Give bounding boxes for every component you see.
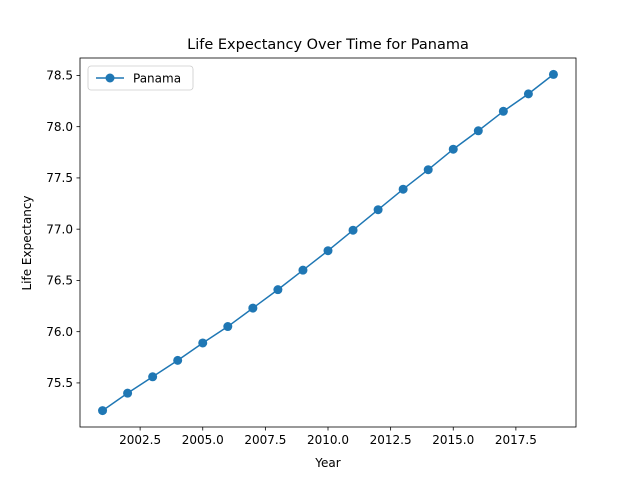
legend-marker	[105, 73, 115, 83]
legend-box	[87, 65, 194, 91]
y-tick-label: 76.5	[46, 274, 73, 288]
data-point	[98, 406, 108, 416]
x-tick-label: 2010.0	[307, 433, 349, 447]
legend-label: Panama	[133, 72, 181, 86]
x-tick-label: 2002.5	[119, 433, 161, 447]
data-point	[423, 165, 433, 175]
x-tick-label: 2005.0	[182, 433, 224, 447]
y-tick-label: 78.0	[46, 120, 73, 134]
data-point	[123, 388, 133, 398]
data-point	[473, 126, 483, 136]
data-point	[248, 303, 258, 313]
data-point	[273, 285, 283, 295]
data-point	[148, 372, 158, 382]
data-point	[448, 144, 458, 154]
data-point	[373, 205, 383, 215]
y-tick-label: 76.0	[46, 325, 73, 339]
data-point	[548, 69, 558, 79]
x-tick-label: 2015.0	[432, 433, 474, 447]
y-tick-label: 78.5	[46, 69, 73, 83]
chart-title: Life Expectancy Over Time for Panama	[187, 37, 469, 53]
y-tick-label: 77.0	[46, 222, 73, 236]
data-point	[298, 265, 308, 275]
plot-area: 2002.5 2005.0 2007.5 2010.0 2012.5 2015.0 2017…	[46, 57, 577, 447]
data-point	[173, 355, 183, 365]
data-point	[323, 246, 333, 256]
data-point	[398, 184, 408, 194]
data-point	[198, 338, 208, 348]
y-tick-label: 77.5	[46, 171, 73, 185]
y-tick-label: 75.5	[46, 376, 73, 390]
data-point	[223, 322, 233, 332]
x-tick-label: 2012.5	[370, 433, 412, 447]
x-tick-label: 2017.5	[495, 433, 537, 447]
data-point	[523, 89, 533, 99]
x-tick-label: 2007.5	[244, 433, 286, 447]
y-axis-title: Life Expectancy	[20, 195, 34, 290]
data-point	[498, 106, 508, 116]
data-point	[348, 225, 358, 235]
x-axis-title: Year	[314, 456, 340, 470]
